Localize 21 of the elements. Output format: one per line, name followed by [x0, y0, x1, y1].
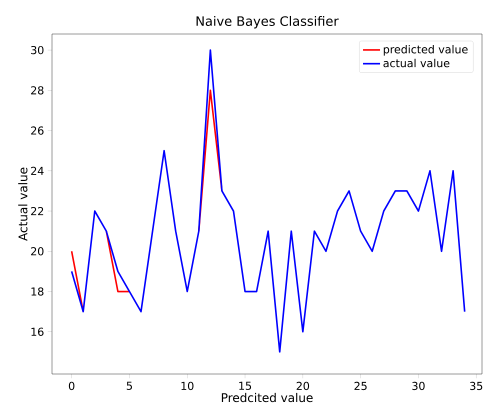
- x-tick-label: 20: [296, 382, 310, 390]
- x-tick-label: 0: [68, 382, 74, 390]
- y-tick-label: 20: [31, 247, 44, 256]
- x-tick-label: 35: [470, 382, 482, 390]
- x-tick-label: 10: [181, 382, 194, 390]
- y-tick-label: 24: [31, 166, 44, 175]
- y-tick-label: 16: [31, 328, 44, 336]
- x-tick-label: 15: [239, 382, 252, 390]
- x-tick-label: 25: [354, 382, 367, 390]
- y-tick-label: 30: [31, 46, 44, 54]
- y-tick-label: 26: [31, 126, 44, 135]
- legend-label: predicted value: [384, 44, 468, 56]
- y-tick-label: 28: [31, 86, 44, 94]
- x-tick-label: 5: [126, 382, 132, 390]
- legend-label: actual value: [383, 58, 450, 68]
- y-axis-title: Actual value: [18, 168, 28, 241]
- x-axis-title: Predcited value: [222, 392, 313, 402]
- y-tick-label: 22: [31, 206, 44, 216]
- chart-title: Naive Bayes Classifier: [196, 16, 339, 28]
- y-tick-label: 18: [31, 287, 44, 296]
- x-tick-label: 30: [412, 382, 425, 390]
